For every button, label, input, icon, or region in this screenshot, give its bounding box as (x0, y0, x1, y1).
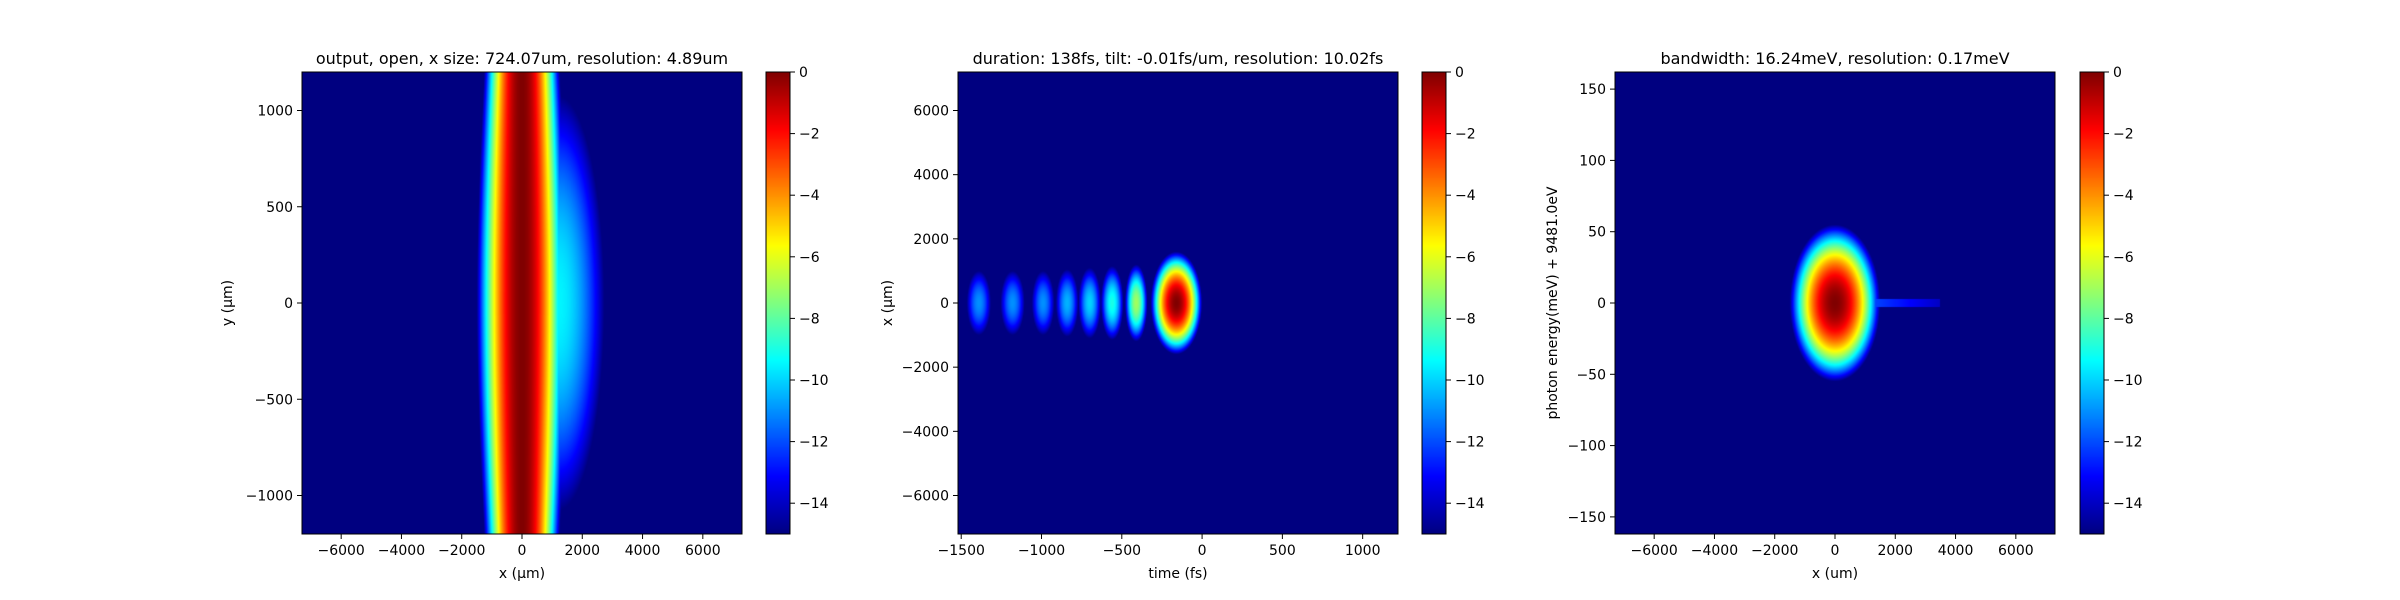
y-axis-label: y (μm) (220, 280, 236, 326)
plot-title: output, open, x size: 724.07um, resoluti… (316, 49, 728, 68)
colorbar-tick-label: −6 (1455, 250, 1476, 266)
x-tick-label: 4000 (625, 543, 661, 559)
x-axis-label: x (um) (1812, 566, 1858, 582)
colorbar-tick-label: −4 (2113, 188, 2134, 204)
heatmap-image (958, 72, 1398, 534)
colorbar-tick-label: −4 (799, 188, 820, 204)
colorbar-tick-label: −4 (1455, 188, 1476, 204)
y-tick-label: 2000 (913, 232, 949, 248)
y-tick-label: 100 (1579, 153, 1606, 169)
colorbar-tick-label: −2 (1455, 127, 1476, 143)
colorbar-gradient (2080, 72, 2104, 534)
heatmap-image (1615, 72, 2055, 534)
subplot-2: duration: 138fs, tilt: -0.01fs/um, resol… (880, 49, 1485, 582)
colorbar-tick-label: −12 (1455, 435, 1485, 451)
colorbar-tick-label: −14 (799, 496, 829, 512)
y-tick-label: −2000 (902, 360, 949, 376)
y-tick-label: 150 (1579, 82, 1606, 98)
colorbar-gradient (1422, 72, 1446, 534)
colorbar-tick-label: −8 (799, 311, 820, 327)
colorbar-tick-label: 0 (1455, 65, 1464, 81)
y-tick-label: 0 (940, 296, 949, 312)
x-axis-label: x (μm) (499, 566, 545, 582)
y-tick-label: 0 (284, 296, 293, 312)
y-tick-label: −500 (255, 392, 293, 408)
x-tick-label: 4000 (1938, 543, 1974, 559)
y-tick-label: 500 (266, 200, 293, 216)
colorbar-tick-label: −10 (1455, 373, 1485, 389)
colorbar-tick-label: −14 (1455, 496, 1485, 512)
x-tick-label: −2000 (1751, 543, 1798, 559)
plot-title: bandwidth: 16.24meV, resolution: 0.17meV (1660, 49, 2009, 68)
colorbar-frame (1421, 71, 1447, 535)
colorbar-tick-label: −6 (799, 250, 820, 266)
x-tick-label: 6000 (685, 543, 721, 559)
subplot-3: bandwidth: 16.24meV, resolution: 0.17meV… (1545, 49, 2143, 582)
colorbar-frame (2079, 71, 2105, 535)
x-tick-label: 1000 (1345, 543, 1381, 559)
x-tick-label: −4000 (1691, 543, 1738, 559)
y-tick-label: 0 (1597, 296, 1606, 312)
y-tick-label: −100 (1568, 439, 1606, 455)
x-tick-label: 500 (1269, 543, 1296, 559)
x-tick-label: 2000 (1877, 543, 1913, 559)
y-tick-label: 1000 (257, 104, 293, 120)
heatmap-image (302, 72, 742, 534)
y-tick-label: −50 (1576, 367, 1606, 383)
x-tick-label: 6000 (1998, 543, 2034, 559)
x-tick-label: 0 (1831, 543, 1840, 559)
x-tick-label: −2000 (438, 543, 485, 559)
y-tick-label: −1000 (246, 489, 293, 505)
y-tick-label: 50 (1588, 225, 1606, 241)
y-tick-label: 6000 (913, 104, 949, 120)
x-tick-label: −4000 (378, 543, 425, 559)
y-tick-label: −150 (1568, 510, 1606, 526)
colorbar-tick-label: −2 (2113, 127, 2134, 143)
colorbar-tick-label: −14 (2113, 496, 2143, 512)
colorbar-tick-label: −8 (1455, 311, 1476, 327)
x-tick-label: −1000 (1018, 543, 1065, 559)
colorbar-tick-label: 0 (2113, 65, 2122, 81)
subplot-1: output, open, x size: 724.07um, resoluti… (220, 49, 829, 582)
x-tick-label: 0 (1198, 543, 1207, 559)
colorbar-tick-label: −6 (2113, 250, 2134, 266)
colorbar-frame (765, 71, 791, 535)
x-tick-label: 2000 (564, 543, 600, 559)
y-axis-label: x (μm) (880, 280, 896, 326)
colorbar-tick-label: −2 (799, 127, 820, 143)
x-tick-label: 0 (518, 543, 527, 559)
x-tick-label: −500 (1103, 543, 1141, 559)
y-tick-label: −4000 (902, 424, 949, 440)
x-tick-label: −6000 (1630, 543, 1677, 559)
colorbar-tick-label: −12 (799, 435, 829, 451)
x-axis-label: time (fs) (1148, 566, 1207, 582)
plot-title: duration: 138fs, tilt: -0.01fs/um, resol… (973, 49, 1384, 68)
x-tick-label: −1500 (938, 543, 985, 559)
colorbar-tick-label: −10 (799, 373, 829, 389)
y-tick-label: −6000 (902, 489, 949, 505)
colorbar-tick-label: −12 (2113, 435, 2143, 451)
y-axis-label: photon energy(meV) + 9481.0eV (1545, 186, 1561, 419)
colorbar-tick-label: −10 (2113, 373, 2143, 389)
x-tick-label: −6000 (317, 543, 364, 559)
colorbar-tick-label: −8 (2113, 311, 2134, 327)
colorbar-tick-label: 0 (799, 65, 808, 81)
y-tick-label: 4000 (913, 168, 949, 184)
colorbar-gradient (766, 72, 790, 534)
